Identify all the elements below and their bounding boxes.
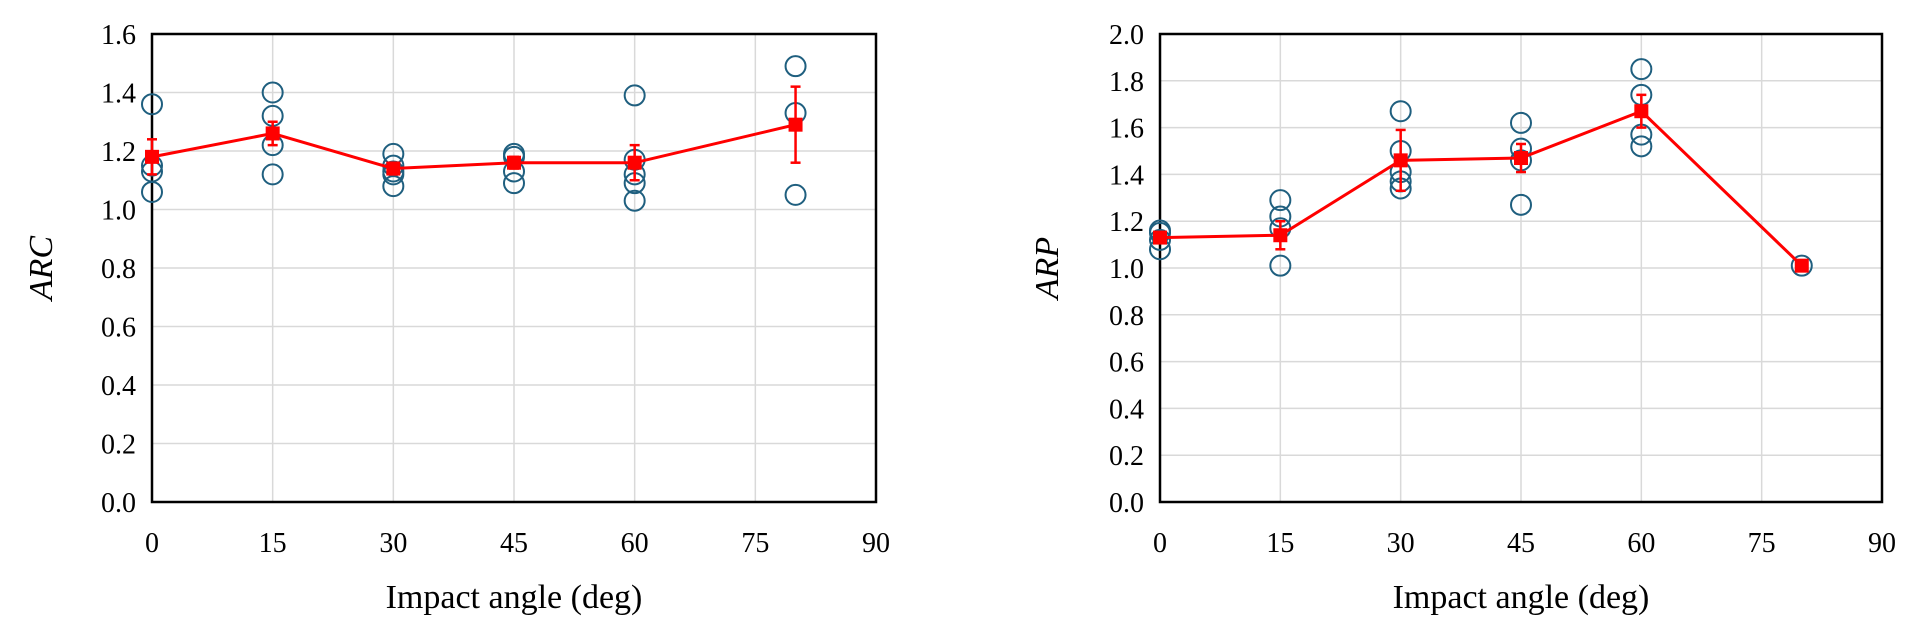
x-tick-label: 60 <box>621 528 649 559</box>
chart-2: 0.0 0.2 0.4 0.6 0.8 1.0 1.2 1.4 1.6 1.8 2.0 0 15 30 45… <box>1029 20 1896 616</box>
y-axis-title: ARP <box>1029 237 1066 301</box>
chart-1: 0.0 0.2 0.4 0.6 0.8 1.0 1.2 1.4 1.6 0 15 30 45 60 75 90… <box>23 20 890 616</box>
mean-line <box>151 123 796 171</box>
data-point <box>382 175 405 198</box>
data-point <box>1510 193 1532 216</box>
x-tick-label: 60 <box>1627 528 1655 559</box>
data-point <box>1149 228 1171 251</box>
x-tick-label: 75 <box>1748 528 1776 559</box>
x-tick-label: 30 <box>1387 528 1415 559</box>
x-tick-label: 45 <box>1507 528 1535 559</box>
data-point <box>1510 111 1532 134</box>
x-tick-label: 0 <box>1153 528 1167 559</box>
data-point <box>503 172 525 195</box>
y-tick-label: 0.2 <box>1109 441 1144 472</box>
mean-marker <box>1794 258 1809 273</box>
mean-marker <box>1273 228 1288 243</box>
y-tick-label: 0.0 <box>101 488 136 519</box>
y-tick-label: 1.4 <box>101 79 136 110</box>
mean-marker <box>1634 104 1649 119</box>
y-tick-label: 0.2 <box>101 430 136 461</box>
data-point <box>1269 189 1292 212</box>
y-tick-label: 0.0 <box>1109 488 1144 519</box>
data-point <box>1630 135 1653 158</box>
data-point <box>1269 254 1292 277</box>
y-tick-label: 1.0 <box>101 196 136 227</box>
data-point <box>1630 58 1653 81</box>
mean-marker <box>265 126 280 141</box>
y-tick-label: 0.4 <box>1109 394 1144 425</box>
mean-marker <box>1153 230 1167 245</box>
y-tick-label: 0.8 <box>101 254 136 285</box>
y-tick-label: 1.4 <box>1109 160 1144 191</box>
mean-marker <box>507 155 521 170</box>
x-tick-label: 0 <box>145 528 159 559</box>
x-tick-label: 90 <box>1868 528 1896 559</box>
y-tick-label: 0.8 <box>1109 301 1144 332</box>
data-point <box>623 189 646 212</box>
data-point <box>141 180 163 203</box>
mean-line <box>1159 109 1803 267</box>
data-point <box>784 55 807 78</box>
mean-marker <box>1393 153 1408 168</box>
data-point <box>261 163 284 186</box>
y-tick-label: 2.0 <box>1109 20 1144 51</box>
data-point <box>1790 254 1813 277</box>
data-point <box>261 81 284 104</box>
y-tick-label: 0.6 <box>101 313 136 344</box>
plot-frame <box>150 32 878 504</box>
data-point <box>1389 100 1412 123</box>
y-tick-label: 0.4 <box>101 371 136 402</box>
data-point <box>784 183 807 206</box>
y-tick-label: 0.6 <box>1109 348 1144 379</box>
y-tick-label: 1.6 <box>101 20 136 51</box>
mean-marker <box>145 149 159 164</box>
y-tick-label: 1.2 <box>1109 207 1144 238</box>
y-tick-label: 1.0 <box>1109 254 1144 285</box>
x-tick-label: 90 <box>862 528 890 559</box>
mean-marker <box>386 161 401 176</box>
mean-marker <box>627 155 642 170</box>
x-tick-label: 30 <box>379 528 407 559</box>
mean-marker <box>1514 151 1528 166</box>
x-tick-label: 15 <box>259 528 287 559</box>
y-tick-label: 1.8 <box>1109 67 1144 98</box>
y-tick-label: 1.2 <box>101 137 136 168</box>
data-point <box>623 84 646 107</box>
data-point <box>141 93 163 116</box>
y-tick-label: 1.6 <box>1109 114 1144 145</box>
x-axis-title: Impact angle (deg) <box>386 579 643 616</box>
x-axis-title: Impact angle (deg) <box>1393 579 1650 616</box>
x-tick-label: 15 <box>1266 528 1294 559</box>
y-axis-title: ARC <box>23 236 60 303</box>
plot-frame <box>1158 32 1884 504</box>
x-tick-label: 75 <box>741 528 769 559</box>
x-tick-label: 45 <box>500 528 528 559</box>
mean-marker <box>788 117 803 132</box>
